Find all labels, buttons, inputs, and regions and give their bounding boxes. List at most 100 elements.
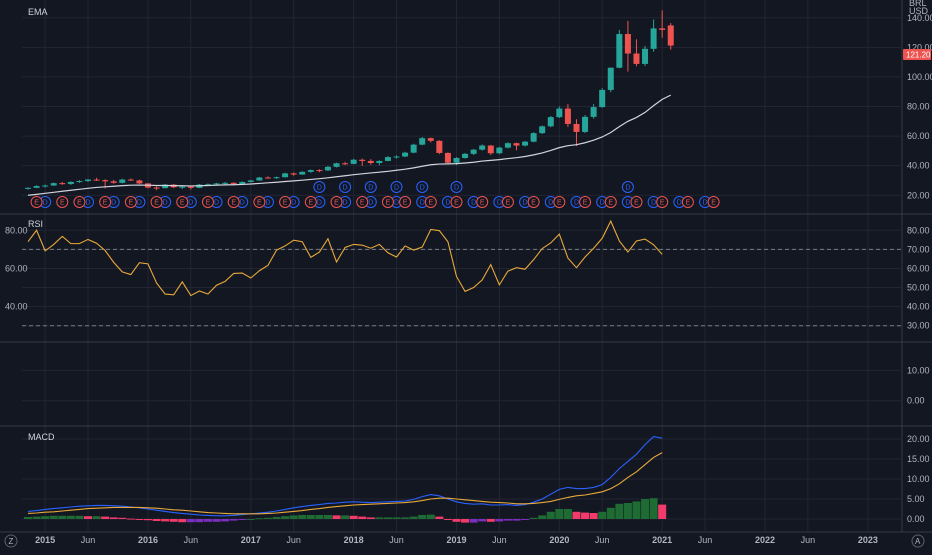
earnings-marker[interactable]: E — [30, 196, 43, 208]
macd-histogram-bar[interactable] — [212, 519, 221, 522]
candle[interactable] — [59, 181, 66, 185]
candle-body[interactable] — [376, 160, 383, 164]
macd-histogram-bar[interactable] — [118, 517, 127, 519]
macd-histogram-bar[interactable] — [366, 517, 375, 519]
candle[interactable] — [393, 155, 400, 159]
candle[interactable] — [410, 143, 417, 154]
candle-body[interactable] — [119, 179, 126, 183]
candle-body[interactable] — [556, 108, 563, 118]
macd-histogram-bar[interactable] — [572, 511, 581, 519]
earnings-marker[interactable]: E — [527, 196, 540, 208]
candle-body[interactable] — [599, 89, 606, 108]
dividend-marker[interactable]: D — [416, 181, 429, 193]
macd-histogram-bar[interactable] — [598, 511, 607, 519]
signal-line[interactable] — [27, 452, 663, 515]
macd-histogram-bar[interactable] — [24, 517, 32, 519]
candle[interactable] — [633, 39, 640, 67]
macd-histogram-bar[interactable] — [581, 512, 590, 519]
candle[interactable] — [282, 172, 289, 178]
earnings-marker[interactable]: E — [56, 196, 69, 208]
macd-histogram-bar[interactable] — [332, 515, 341, 519]
macd-histogram-bar[interactable] — [555, 509, 564, 519]
macd-histogram-bar[interactable] — [143, 519, 152, 521]
candle[interactable] — [444, 152, 451, 164]
candle[interactable] — [504, 142, 511, 149]
corner-icon-right[interactable]: A — [911, 534, 925, 548]
candle-body[interactable] — [522, 141, 529, 146]
candle[interactable] — [67, 181, 74, 185]
candle-body[interactable] — [290, 173, 297, 175]
macd-histogram-bar[interactable] — [512, 519, 521, 521]
macd-histogram-bar[interactable] — [401, 517, 410, 519]
macd-histogram-bar[interactable] — [478, 519, 487, 522]
candle-body[interactable] — [204, 184, 211, 186]
candle[interactable] — [316, 169, 323, 173]
candle[interactable] — [427, 137, 434, 143]
candle[interactable] — [547, 115, 554, 128]
earnings-marker[interactable]: E — [99, 196, 112, 208]
macd-histogram-bar[interactable] — [195, 519, 204, 523]
earnings-marker[interactable]: E — [476, 196, 489, 208]
macd-histogram-bar[interactable] — [161, 519, 170, 522]
earnings-marker[interactable]: E — [579, 196, 592, 208]
candle-body[interactable] — [453, 157, 460, 163]
earnings-marker[interactable]: E — [707, 196, 720, 208]
macd-histogram-bar[interactable] — [263, 517, 272, 519]
macd-histogram-bar[interactable] — [281, 516, 290, 519]
candle[interactable] — [119, 178, 126, 184]
candle-body[interactable] — [256, 177, 263, 181]
candle[interactable] — [419, 136, 426, 146]
macd-histogram-bar[interactable] — [126, 518, 135, 520]
candle-body[interactable] — [547, 117, 554, 127]
candle[interactable] — [607, 67, 614, 93]
candle-body[interactable] — [402, 152, 409, 157]
candle[interactable] — [136, 179, 143, 185]
candle[interactable] — [359, 158, 366, 166]
candle[interactable] — [402, 151, 409, 158]
candle-body[interactable] — [179, 186, 186, 188]
candle-body[interactable] — [607, 67, 614, 90]
candle[interactable] — [582, 115, 589, 134]
candle[interactable] — [659, 10, 666, 38]
candle-body[interactable] — [239, 181, 246, 185]
candle-body[interactable] — [282, 173, 289, 178]
candle-body[interactable] — [67, 181, 74, 185]
candle-body[interactable] — [25, 187, 31, 189]
macd-histogram-bar[interactable] — [469, 519, 478, 523]
candle[interactable] — [76, 180, 83, 183]
candle[interactable] — [25, 187, 31, 190]
candle[interactable] — [470, 148, 477, 156]
macd-histogram-bar[interactable] — [341, 515, 350, 519]
candle-body[interactable] — [50, 183, 57, 186]
candle-body[interactable] — [367, 160, 374, 164]
candle-body[interactable] — [307, 170, 314, 172]
candle[interactable] — [564, 104, 571, 127]
macd-histogram-bar[interactable] — [203, 519, 212, 522]
macd-histogram-bar[interactable] — [546, 511, 555, 519]
candle-body[interactable] — [667, 25, 674, 46]
candle-body[interactable] — [247, 180, 254, 182]
candle-body[interactable] — [93, 179, 100, 181]
earnings-marker[interactable]: E — [656, 196, 669, 208]
candle-body[interactable] — [110, 181, 117, 183]
macd-histogram-bar[interactable] — [272, 517, 281, 519]
earnings-marker[interactable]: E — [356, 196, 369, 208]
macd-histogram-bar[interactable] — [92, 516, 101, 519]
candle-body[interactable] — [487, 145, 494, 154]
macd-histogram-bar[interactable] — [589, 513, 598, 519]
candle[interactable] — [376, 160, 383, 166]
candle-body[interactable] — [624, 34, 631, 54]
macd-histogram-bar[interactable] — [615, 503, 624, 519]
earnings-marker[interactable]: E — [304, 196, 317, 208]
macd-histogram-bar[interactable] — [426, 514, 435, 519]
candle-body[interactable] — [42, 185, 49, 187]
candle-body[interactable] — [162, 184, 169, 189]
macd-histogram-bar[interactable] — [658, 504, 667, 519]
macd-histogram-bar[interactable] — [186, 519, 195, 523]
candle[interactable] — [462, 152, 469, 159]
candle[interactable] — [650, 19, 657, 52]
earnings-marker[interactable]: E — [630, 196, 643, 208]
candle-body[interactable] — [444, 152, 451, 163]
candle[interactable] — [222, 181, 229, 185]
